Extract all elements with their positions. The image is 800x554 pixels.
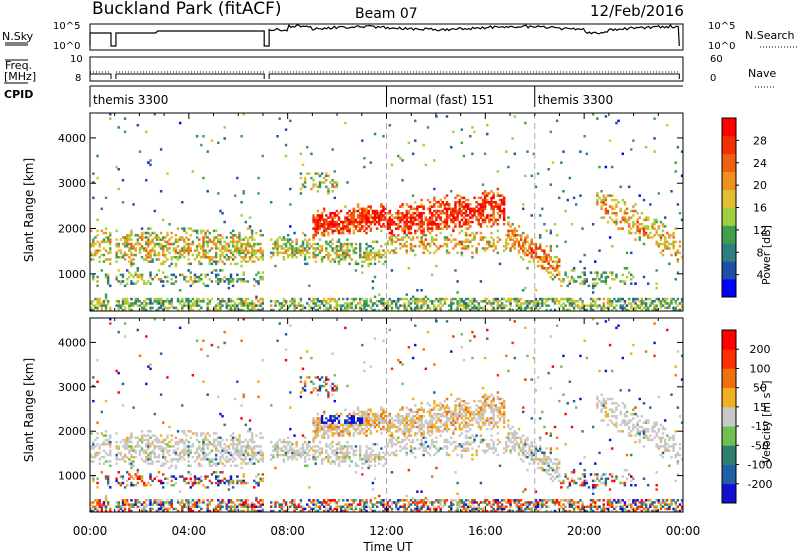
x-tick-labels: 00:00 04:00 08:00 12:00 16:00 20:00 00:00 (73, 524, 701, 538)
colorbar-tick-label: 100 (750, 362, 771, 375)
nave-tick-top: 60 (710, 54, 723, 65)
colorbar-swatch (722, 279, 736, 298)
colorbar-tick-label: 200 (750, 343, 771, 356)
nsky-trace (89, 24, 680, 47)
colorbar-tick-label: 20 (753, 179, 767, 192)
velocity-panel: 1000 2000 3000 4000 (58, 317, 684, 513)
colorbar-swatch (722, 118, 736, 137)
x-tick-label: 04:00 (172, 524, 207, 538)
y-tick-label: 1000 (58, 470, 86, 483)
freq-label: Freq. (5, 59, 32, 72)
colorbar-swatch (722, 426, 736, 446)
colorbar-tick-label: -15 (751, 420, 769, 433)
x-tick-label: 00:00 (666, 524, 701, 538)
x-tick-label: 00:00 (73, 524, 108, 538)
colorbar-swatch (722, 445, 736, 465)
velocity-ylabel: Slant Range [km] (22, 358, 36, 462)
colorbar-swatch (722, 207, 736, 226)
time-axis-label: Time UT (362, 540, 413, 554)
colorbar-swatch (722, 225, 736, 244)
colorbar-swatch (722, 171, 736, 190)
site-title: Buckland Park (fitACF) (92, 0, 282, 19)
freq-trace (89, 73, 680, 79)
x-tick-label: 08:00 (270, 524, 305, 538)
colorbar-swatch (722, 464, 736, 485)
y-tick-label: 4000 (58, 336, 86, 349)
colorbar-swatch (722, 387, 736, 408)
colorbar-tick-label: -100 (748, 459, 773, 472)
colorbar-tick-label: 15 (753, 401, 767, 414)
power-colorbar: 28 24 20 16 12 8 4 (721, 117, 767, 298)
y-tick-label: 2000 (58, 425, 86, 438)
x-tick-label: 16:00 (468, 524, 503, 538)
power-ylabel: Slant Range [km] (22, 158, 36, 262)
colorbar-swatch (722, 189, 736, 208)
x-tick-label: 20:00 (567, 524, 602, 538)
colorbar-tick-label: 24 (753, 157, 767, 170)
cpid-segment-label: themis 3300 (538, 93, 613, 107)
cpid-segment-label: normal (fast) 151 (390, 93, 494, 107)
nsearch-tick-top: 10^5 (708, 21, 735, 32)
cpid-panel: themis 3300 normal (fast) 151 themis 3300 (89, 85, 683, 107)
colorbar-tick-label: 16 (753, 202, 767, 215)
colorbar-tick-label: 4 (757, 269, 764, 282)
x-tick-label: 12:00 (369, 524, 404, 538)
colorbar-tick-label: -50 (751, 439, 769, 452)
y-tick-label: 4000 (58, 132, 86, 145)
nsearch-label: N.Search (745, 29, 795, 42)
colorbar-tick-label: 28 (753, 134, 767, 147)
velocity-colorbar-label: Velocity [m s-1] (759, 380, 774, 463)
freq-tick-bottom: 8 (75, 73, 81, 84)
colorbar-tick-label: -200 (748, 478, 773, 491)
colorbar-tick-label: 8 (757, 246, 764, 259)
nave-tick-bottom: 0 (710, 73, 716, 84)
colorbar-swatch (722, 368, 736, 389)
colorbar-swatch (722, 261, 736, 280)
colorbar-tick-label: 12 (753, 224, 767, 237)
colorbar-swatch (722, 153, 736, 173)
nsky-tick-bottom: 10^0 (53, 41, 80, 52)
colorbar-swatch (722, 349, 736, 369)
beam-label: Beam 07 (355, 6, 418, 22)
scatter-cells (90, 113, 684, 312)
freq-panel: 10 8 60 0 (70, 54, 723, 84)
freq-tick-top: 10 (70, 54, 83, 65)
cpid-segment-label: themis 3300 (93, 93, 168, 107)
colorbar-swatch (722, 483, 736, 504)
power-colorbar-label: Power [dB] (760, 225, 773, 285)
colorbar-swatch (722, 406, 736, 427)
nsky-panel: 10^5 10^0 10^5 10^0 (53, 21, 735, 52)
colorbar-swatch (722, 135, 736, 155)
nave-label: Nave (748, 67, 776, 80)
power-panel: 1000 2000 3000 4000 (58, 112, 684, 312)
nsky-label: N.Sky (2, 30, 34, 43)
y-tick-label: 3000 (58, 177, 86, 190)
y-tick-label: 1000 (58, 268, 86, 281)
nsearch-tick-bottom: 10^0 (708, 41, 735, 52)
date-label: 12/Feb/2016 (590, 2, 684, 20)
mhz-label: [MHz] (4, 70, 36, 83)
colorbar-swatch (722, 330, 736, 350)
y-tick-label: 3000 (58, 381, 86, 394)
y-tick-label: 2000 (58, 223, 86, 236)
colorbar-tick-label: 50 (753, 382, 767, 395)
nsky-tick-top: 10^5 (53, 21, 80, 32)
velocity-colorbar: 200 100 50 15 -15 -50 -100 -200 (721, 329, 773, 504)
cpid-label: CPID (4, 88, 33, 101)
scatter-cells (90, 318, 684, 513)
colorbar-swatch (722, 243, 736, 262)
